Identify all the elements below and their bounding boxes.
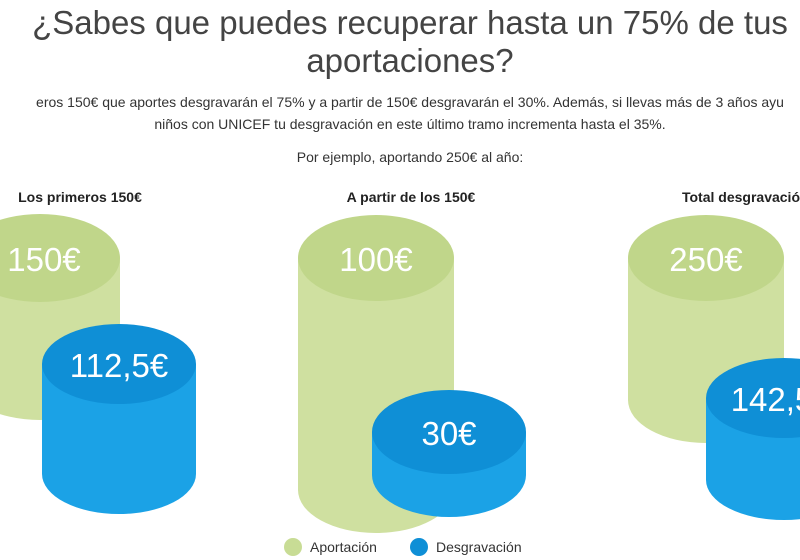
description: eros 150€ que aportes desgravarán el 75%… <box>0 91 800 135</box>
column-title-primeros: Los primeros 150€ <box>18 189 142 205</box>
legend-desgravacion-label: Desgravación <box>436 539 522 555</box>
legend-aportacion-label: Aportación <box>310 539 377 555</box>
desgravacion-value-1: 112,5€ <box>69 347 169 384</box>
description-line-1: eros 150€ que aportes desgravarán el 75%… <box>36 94 784 110</box>
cylinder-desgravacion-3 <box>706 358 800 520</box>
example-text: Por ejemplo, aportando 250€ al año: <box>296 149 524 165</box>
desgravacion-value-3: 142,5 <box>730 381 800 418</box>
legend-desgravacion: Desgravación <box>410 538 522 556</box>
aportacion-value-2: 100€ <box>339 241 413 278</box>
cylinder-desgravacion-2 <box>372 390 526 517</box>
legend-desgravacion-dot <box>410 538 428 556</box>
desgravacion-value-2: 30€ <box>421 415 477 452</box>
legend-aportacion: Aportación <box>284 538 377 556</box>
column-title-total: Total desgravació <box>681 189 800 205</box>
aportacion-value-1: 150€ <box>7 241 81 278</box>
aportacion-value-3: 250€ <box>669 241 743 278</box>
page-title-line-2: aportaciones? <box>306 42 514 79</box>
page-title: ¿Sabes que puedes recuperar hasta un 75%… <box>0 4 800 80</box>
legend-aportacion-dot <box>284 538 302 556</box>
column-title-a-partir: A partir de los 150€ <box>346 189 476 205</box>
description-line-2: niños con UNICEF tu desgravación en este… <box>154 116 666 132</box>
page-title-line-1: ¿Sabes que puedes recuperar hasta un 75%… <box>32 4 788 41</box>
cylinder-desgravacion-1 <box>42 324 196 514</box>
